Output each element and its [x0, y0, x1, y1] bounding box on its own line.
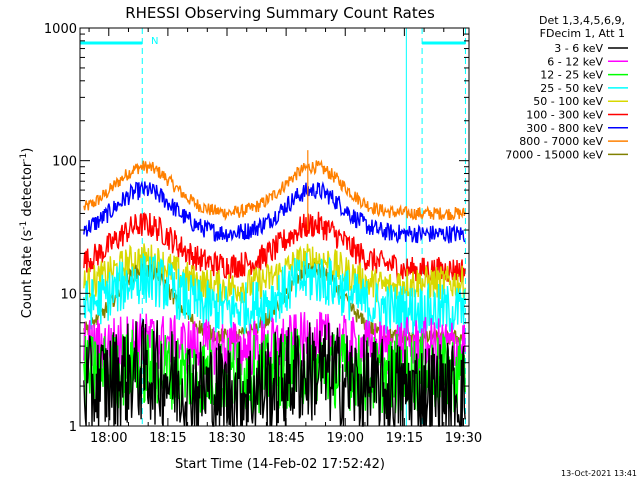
y-axis-label-mid: detector [20, 161, 35, 221]
x-tick-label-3: 18:30 [208, 431, 245, 446]
legend-entry-8-label: 800 - 7000 keV [519, 135, 603, 148]
legend-header-line-1: Det 1,3,4,5,6,9, [539, 14, 625, 27]
series-layer [83, 150, 466, 427]
legend-entry-7-label: 300 - 800 keV [526, 122, 603, 135]
legend-entry-4-label: 25 - 50 keV [540, 82, 603, 95]
series-line-100-300-kev [83, 211, 466, 284]
series-line-50-100-kev [83, 243, 466, 304]
legend-entry-9-label: 7000 - 15000 keV [505, 148, 603, 161]
y-tick-label-3: 100 [52, 155, 77, 170]
x-axis-label: Start Time (14-Feb-02 17:52:42) [175, 457, 385, 472]
y-tick-label-4: 1000 [44, 22, 77, 37]
series-line-800-7000-kev [83, 159, 466, 222]
legend-entry-2-label: 6 - 12 keV [547, 55, 603, 68]
y-axis-label-sup2: -1 [19, 153, 29, 162]
x-tick-label-7: 19:30 [445, 431, 482, 446]
plot-frame [79, 27, 470, 427]
x-tick-label-5: 19:00 [327, 431, 364, 446]
legend: Det 1,3,4,5,6,9, FDecim 1, Att 1 3 - 6 k… [505, 14, 628, 161]
series-line-3-6-kev [83, 319, 466, 427]
axis-ticks: 18:00 18:15 18:30 18:45 19:00 19:15 19:30 1 10 10… [44, 22, 482, 446]
x-tick-label-2: 18:15 [149, 431, 186, 446]
y-tick-label-1: 1 [69, 420, 77, 435]
x-tick-label-6: 19:15 [386, 431, 423, 446]
x-tick-label-1: 18:00 [90, 431, 127, 446]
generated-timestamp: 13-Oct-2021 13:41 [561, 469, 637, 478]
chart-title: RHESSI Observing Summary Count Rates [125, 4, 435, 22]
y-axis-label-end: ) [20, 148, 35, 153]
plot-area: 18:00 18:15 18:30 18:45 19:00 19:15 19:30 1 10 10… [44, 22, 482, 446]
legend-header-line-2: FDecim 1, Att 1 [540, 27, 625, 40]
legend-entry-1-label: 3 - 6 keV [554, 42, 603, 55]
y-axis-label-main: Count Rate (s [20, 230, 35, 319]
y-tick-label-2: 10 [60, 287, 77, 302]
night-marker-label: N [151, 36, 158, 47]
y-axis-label: Count Rate (s-1 detector-1) [19, 148, 35, 319]
series-line-25-50-kev [83, 252, 466, 337]
x-tick-label-4: 18:45 [267, 431, 304, 446]
legend-entry-6-label: 100 - 300 keV [526, 109, 603, 122]
legend-entry-5-label: 50 - 100 keV [533, 95, 603, 108]
legend-entry-3-label: 12 - 25 keV [540, 69, 603, 82]
y-axis-label-sup1: -1 [19, 221, 29, 230]
series-line-300-800-kev [83, 180, 466, 244]
